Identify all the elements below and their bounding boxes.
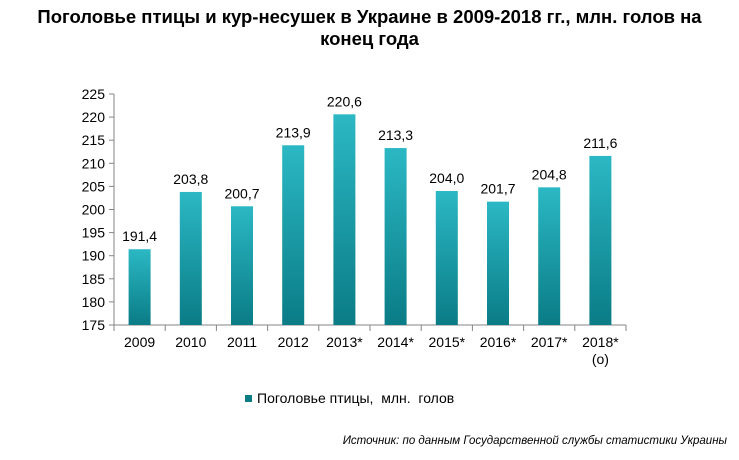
x-tick-label: 2014* [377, 334, 414, 350]
y-tick-label: 190 [82, 248, 106, 264]
x-tick-label: 2009 [124, 334, 155, 350]
y-tick-label: 195 [82, 225, 106, 241]
data-label: 204,0 [429, 170, 464, 186]
data-label: 213,3 [378, 127, 413, 143]
y-tick-label: 205 [82, 178, 106, 194]
data-label: 201,7 [480, 181, 515, 197]
bar [231, 206, 253, 325]
y-tick-label: 215 [82, 132, 106, 148]
bar [487, 201, 509, 325]
data-label: 220,6 [327, 93, 362, 109]
data-label: 213,9 [276, 124, 311, 140]
legend-label: Поголовье птицы, млн. голов [257, 390, 454, 406]
x-tick-label: 2011 [227, 334, 257, 350]
x-tick-label: 2016* [480, 334, 517, 350]
bar [333, 114, 356, 325]
y-tick-label: 225 [82, 86, 106, 102]
x-tick-label: 2017* [531, 334, 568, 350]
data-label: 203,8 [173, 171, 208, 187]
x-tick-label: 2018* [582, 334, 619, 350]
x-tick-label: 2015* [429, 334, 466, 350]
x-tick-label: 2013* [326, 334, 363, 350]
bar-chart: 175 180 185 190 195 200 205 210 215 220 225 191,4 2… [82, 86, 627, 406]
data-label: 211,6 [583, 135, 617, 151]
y-tick-label: 220 [82, 109, 106, 125]
chart-title-line1: Поголовье птицы и кур-несушек в Украине … [37, 6, 702, 27]
x-tick-sublabel: (о) [592, 351, 609, 367]
bar [128, 249, 151, 325]
y-tick-label: 175 [82, 317, 106, 333]
bar [435, 191, 458, 325]
bar [282, 145, 305, 325]
legend-swatch [245, 395, 252, 402]
data-label: 191,4 [122, 228, 157, 244]
x-tick-label: 2012 [278, 334, 309, 350]
y-tick-label: 200 [82, 202, 106, 218]
bar [538, 187, 561, 325]
bar [384, 148, 407, 325]
chart-title: Поголовье птицы и кур-несушек в Украине … [0, 6, 739, 50]
x-tick-label: 2010 [175, 334, 206, 350]
bar [589, 155, 612, 325]
y-tick-label: 210 [82, 155, 106, 171]
data-label: 200,7 [224, 185, 259, 201]
data-label: 204,8 [532, 166, 567, 182]
y-tick-label: 185 [82, 271, 106, 287]
bar [179, 191, 202, 325]
chart-title-line2: конец года [320, 28, 419, 49]
source-note: Источник: по данным Государственной служ… [342, 435, 727, 447]
y-tick-label: 180 [82, 294, 106, 310]
